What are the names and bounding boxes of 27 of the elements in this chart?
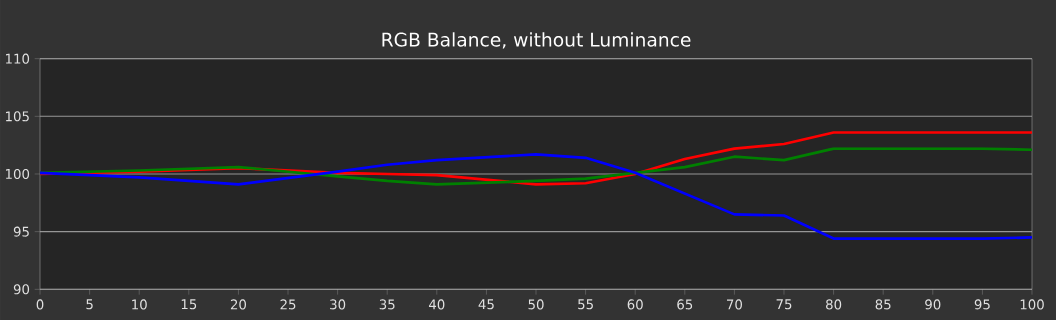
x-tick-label: 80: [826, 299, 842, 310]
x-tick-label: 65: [677, 299, 693, 310]
y-tick-label: 110: [5, 53, 30, 64]
x-tick-label: 10: [132, 299, 147, 310]
y-tick-label: 100: [5, 168, 30, 180]
y-tick-label: 90: [13, 284, 30, 295]
x-tick-label: 35: [379, 299, 395, 310]
y-tick-label: 95: [13, 226, 29, 237]
x-tick-label: 40: [428, 299, 445, 310]
x-tick-label: 60: [627, 299, 643, 310]
x-tick-label: 75: [776, 299, 792, 310]
x-tick-label: 90: [925, 299, 941, 310]
x-tick-label: 70: [727, 299, 743, 310]
x-tick-label: 0: [36, 299, 44, 310]
y-tick-label: 105: [5, 111, 29, 122]
x-tick-label: 45: [478, 299, 494, 310]
x-tick-label: 30: [330, 299, 346, 310]
x-tick-label: 15: [181, 299, 197, 310]
x-tick-label: 85: [875, 299, 891, 310]
x-tick-label: 20: [230, 299, 247, 310]
x-tick-label: 100: [1020, 299, 1044, 310]
x-tick-label: 50: [528, 299, 544, 310]
x-tick-label: 5: [86, 299, 93, 310]
x-tick-label: 95: [974, 299, 990, 310]
chart-title: RGB Balance, without Luminance: [382, 32, 691, 49]
x-tick-label: 55: [578, 299, 593, 310]
x-tick-label: 25: [280, 299, 296, 310]
